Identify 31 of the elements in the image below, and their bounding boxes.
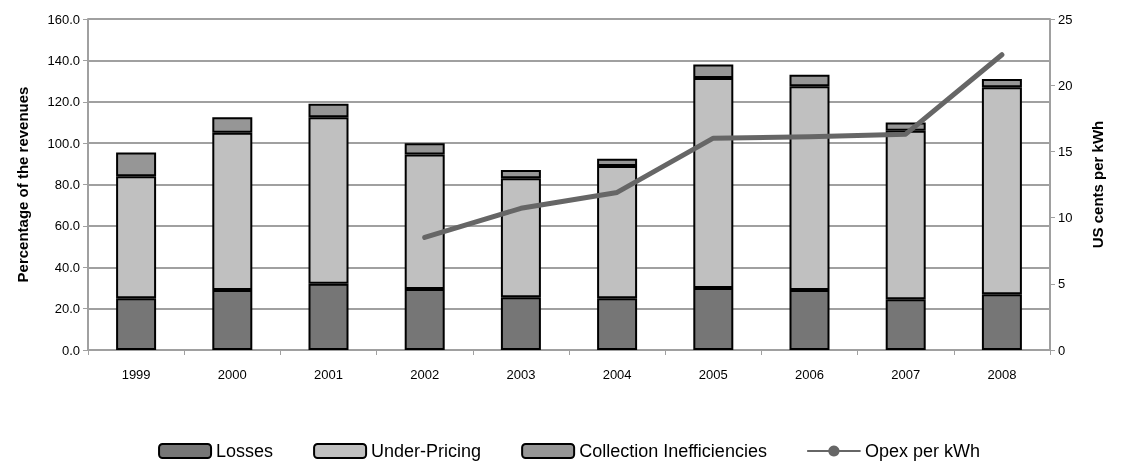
y-tick-label: 0.0 [61, 342, 80, 358]
y2-axis-title: US cents per kWh [1089, 120, 1106, 249]
x-tick-label: 2004 [602, 367, 632, 382]
y-tick-label: 160.0 [47, 11, 80, 27]
x-tick-label: 2008 [987, 367, 1017, 382]
legend-label: Under-Pricing [371, 441, 482, 461]
y2-tick-label: 10 [1058, 210, 1073, 226]
y2-tick-label: 5 [1058, 276, 1066, 292]
legend-label: Opex per kWh [864, 441, 980, 461]
y-axis-title: Percentage of the revenues [14, 86, 31, 283]
y2-tick-label: 25 [1058, 11, 1073, 27]
x-tick-label: 2006 [795, 367, 824, 382]
y2-tick-label: 20 [1058, 77, 1073, 93]
x-tick-label: 2000 [217, 367, 247, 382]
x-tick-label: 2007 [891, 367, 921, 382]
y-tick-label: 40.0 [54, 259, 80, 275]
x-tick-label: 2002 [410, 367, 440, 382]
y-tick-label: 100.0 [47, 135, 80, 151]
legend-label: Losses [216, 441, 274, 461]
legend-label: Collection Inefficiencies [579, 441, 767, 461]
y-tick-label: 140.0 [47, 52, 80, 68]
x-tick-label: 2005 [698, 367, 728, 382]
y-tick-label: 80.0 [54, 177, 80, 192]
x-tick-label: 2001 [314, 367, 343, 382]
x-tick-label: 2003 [506, 367, 536, 382]
y2-tick-label: 15 [1058, 143, 1073, 159]
y2-tick-label: 0 [1058, 342, 1066, 358]
y-tick-label: 20.0 [54, 301, 80, 317]
x-tick-label: 1999 [121, 367, 151, 382]
y-tick-label: 120.0 [47, 94, 80, 110]
y-tick-label: 60.0 [54, 218, 80, 234]
